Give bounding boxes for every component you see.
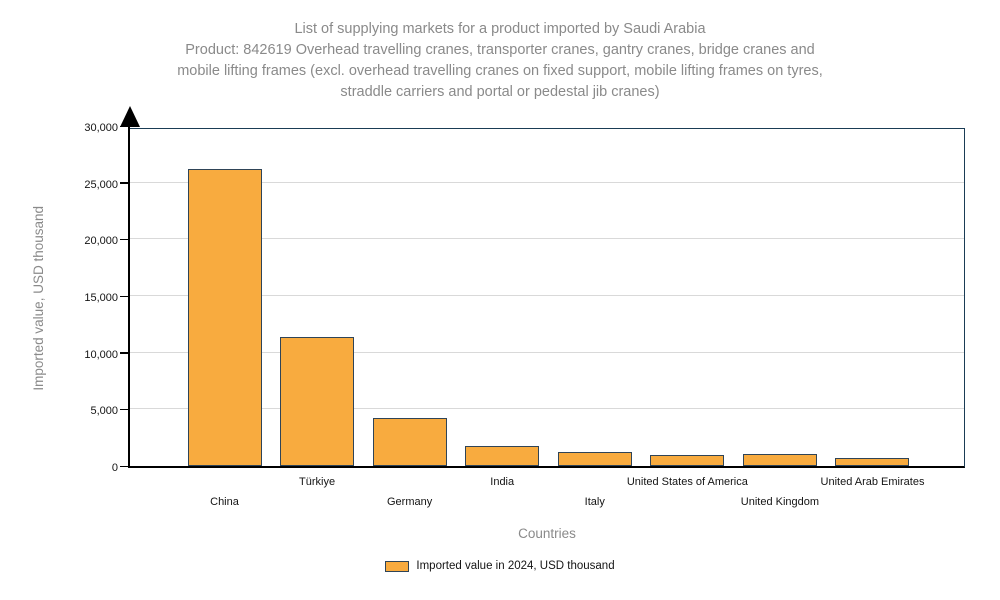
y-tick-label: 25,000 bbox=[84, 178, 118, 191]
y-tick-label: 0 bbox=[111, 462, 118, 474]
y-tick-label: 20,000 bbox=[84, 235, 118, 248]
gridline bbox=[129, 295, 964, 296]
bar bbox=[465, 445, 540, 466]
y-tick bbox=[120, 295, 129, 297]
x-axis-label: India bbox=[490, 476, 515, 488]
y-tick bbox=[120, 238, 129, 241]
y-tick-label: 5,000 bbox=[90, 405, 118, 418]
x-axis-label: Italy bbox=[584, 496, 605, 508]
bar bbox=[187, 169, 262, 466]
bar bbox=[650, 454, 725, 466]
y-tick-label: 10,000 bbox=[84, 348, 118, 361]
bar bbox=[557, 451, 632, 466]
bar bbox=[372, 417, 447, 466]
x-axis-label: Germany bbox=[387, 496, 433, 508]
chart-title: List of supplying markets for a product … bbox=[177, 21, 823, 100]
bar bbox=[742, 453, 817, 466]
y-tick bbox=[120, 182, 129, 184]
legend: Imported value in 2024, USD thousand bbox=[0, 560, 1000, 572]
gridline bbox=[129, 181, 964, 183]
x-axis-label: China bbox=[210, 496, 239, 508]
x-axis-label: United Arab Emirates bbox=[820, 476, 925, 488]
gridline bbox=[129, 408, 964, 410]
y-tick bbox=[120, 352, 129, 354]
x-axis-label: United Kingdom bbox=[740, 496, 820, 508]
bar bbox=[835, 457, 910, 466]
x-axis-label: Türkiye bbox=[299, 476, 336, 488]
axis-arrow-icon bbox=[120, 106, 140, 127]
y-tick-label: 15,000 bbox=[84, 292, 118, 304]
y-tick-label: 30,000 bbox=[84, 122, 118, 134]
x-axis-title: Countries bbox=[518, 526, 576, 541]
y-axis-line bbox=[128, 112, 130, 468]
y-tick bbox=[120, 408, 129, 411]
gridline bbox=[129, 238, 964, 240]
legend-swatch-icon bbox=[385, 560, 410, 572]
gridline bbox=[129, 351, 964, 353]
y-tick bbox=[120, 465, 129, 467]
bar bbox=[280, 337, 355, 466]
x-axis-label: United States of America bbox=[626, 476, 748, 488]
plot-area bbox=[120, 125, 965, 468]
legend-label: Imported value in 2024, USD thousand bbox=[416, 560, 615, 572]
